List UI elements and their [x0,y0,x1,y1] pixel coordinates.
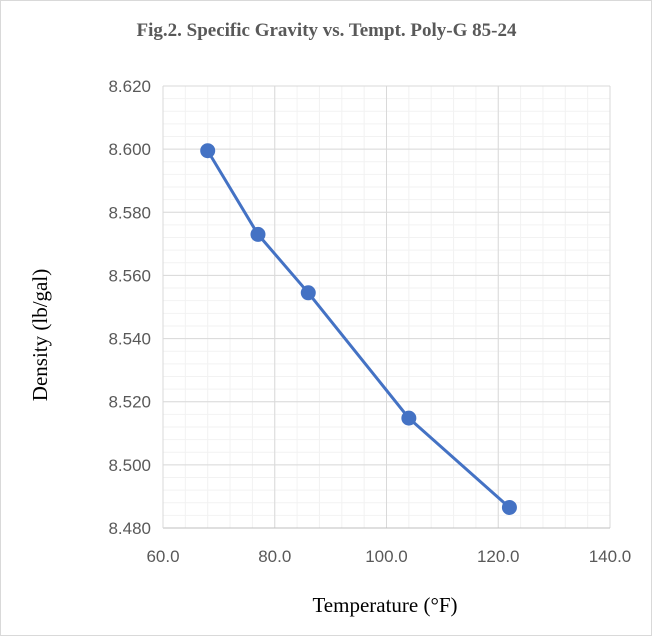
data-point [501,499,517,515]
data-point [250,226,266,242]
data-point [401,410,417,426]
y-tick-label: 8.480 [108,519,151,538]
x-tick-labels: 60.0 80.0 100.0 120.0 140.0 [146,547,631,566]
y-tick-label: 8.500 [108,456,151,475]
x-tick-label: 80.0 [258,547,291,566]
grid-lines [162,85,611,529]
data-point [200,143,216,159]
data-series [200,143,517,515]
y-tick-labels: 8.480 8.500 8.520 8.540 8.560 8.580 8.600 8.620 [108,77,151,538]
y-tick-label: 8.580 [108,203,151,222]
x-tick-label: 100.0 [365,547,408,566]
axes [162,86,610,529]
y-tick-label: 8.540 [108,330,151,349]
y-tick-label: 8.560 [108,266,151,285]
y-tick-label: 8.620 [108,77,151,96]
x-tick-label: 140.0 [589,547,632,566]
y-tick-label: 8.520 [108,393,151,412]
x-axis-title: Temperature (°F) [312,593,457,617]
data-point [300,285,316,301]
x-tick-label: 120.0 [477,547,520,566]
y-tick-label: 8.600 [108,140,151,159]
x-tick-label: 60.0 [146,547,179,566]
chart-title: Fig.2. Specific Gravity vs. Tempt. Poly-… [136,20,517,41]
series-line [206,149,511,509]
y-axis-title: Density (lb/gal) [28,269,52,401]
